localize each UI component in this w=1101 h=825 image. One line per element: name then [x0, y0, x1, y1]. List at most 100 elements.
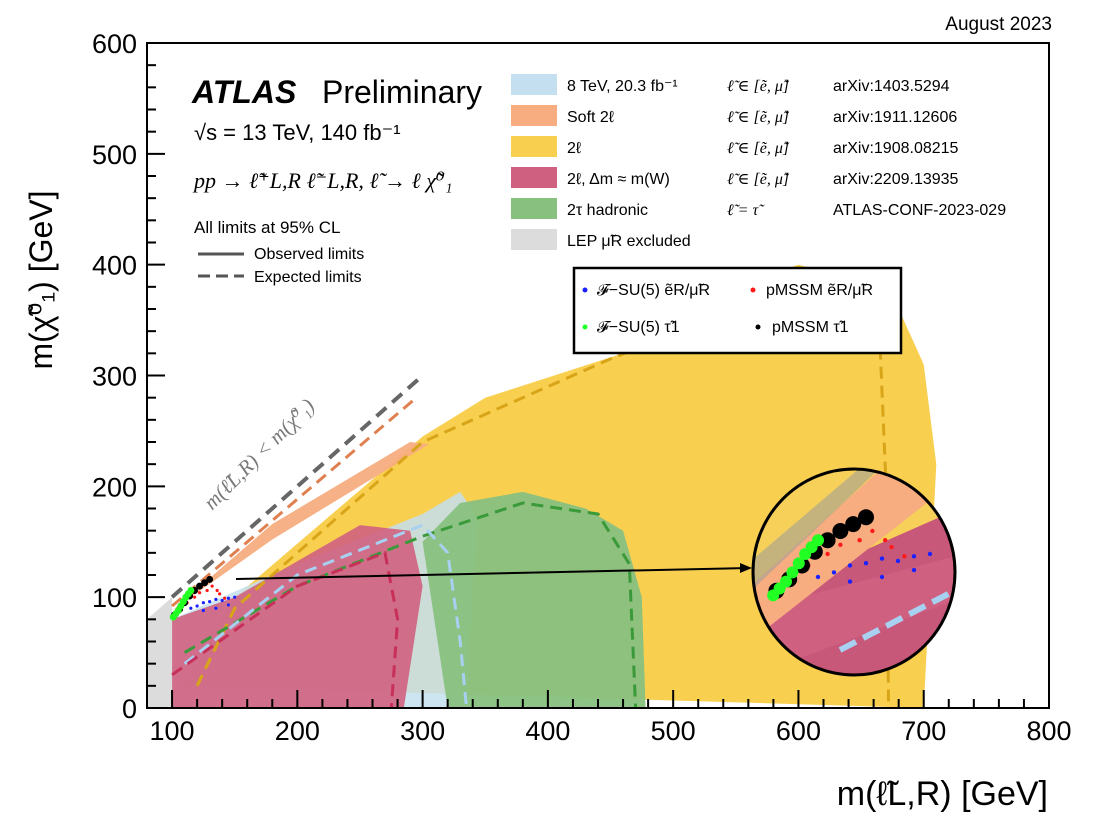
inset-point-pmssm-e — [857, 538, 862, 543]
legend-swatch — [511, 105, 557, 126]
point-pmssm-e — [193, 595, 197, 599]
point-fsu5-e — [226, 603, 231, 607]
legend-label-pmssm-tau: pMSSM τ̃1 — [772, 319, 849, 336]
expected-2l — [195, 285, 891, 708]
legend-selection: ℓ̃ ∈ [ẽ, μ̃] — [727, 171, 790, 188]
x-axis: 100 200 300 400 500 600 700 800 — [150, 690, 1072, 746]
kinematic-limit-line — [170, 374, 424, 599]
x-tick-label: 500 — [651, 716, 696, 746]
legend-series-name: 8 TeV, 20.3 fb⁻¹ — [567, 78, 678, 95]
legend-marker-fsu5-tau — [582, 324, 588, 330]
point-pmssm-e — [198, 591, 202, 595]
inset-point-fsu5-e — [895, 558, 901, 564]
legend-series-name: LEP μ̃R excluded — [567, 233, 691, 250]
fill-soft-2l — [149, 442, 429, 620]
observed-legend-label: Observed limits — [254, 246, 364, 263]
point-fsu5-tau — [187, 587, 195, 595]
point-fsu5-e — [233, 595, 237, 599]
y-tick-label: 400 — [92, 251, 137, 281]
inset-point-pmssm-tau — [858, 509, 874, 526]
zoom-arrowhead — [740, 563, 752, 573]
legend-marker-pmssm-tau — [755, 324, 761, 330]
inset-point-pmssm-e — [838, 542, 843, 547]
point-pmssm-tau — [201, 579, 209, 587]
point-pmssm-e — [215, 588, 219, 593]
legend-selection: ℓ̃ ∈ [ẽ, μ̃] — [727, 140, 790, 157]
point-fsu5-e — [208, 600, 212, 604]
point-pmssm-e — [210, 584, 214, 588]
y-axis-title: m(χ̃⁰₁) [GeV] — [23, 190, 59, 369]
legend-selection: ℓ̃ ∈ [ẽ, μ̃] — [727, 109, 790, 126]
inset-point-pmssm-tau — [819, 532, 836, 549]
inset-point-pmssm-e — [883, 538, 888, 543]
inset-point-fsu5-tau — [812, 534, 824, 547]
inset-point-pmssm-tau — [832, 523, 849, 539]
date-label: August 2023 — [945, 14, 1052, 35]
legend-marker-pmssm-e — [750, 287, 756, 293]
fill-lep — [147, 597, 173, 708]
x-tick-label: 800 — [1026, 716, 1071, 746]
inset-point-fsu5-e — [815, 574, 821, 580]
point-fsu5-e — [220, 598, 224, 603]
zoom-arrow — [235, 567, 750, 580]
legend-swatch — [511, 229, 557, 250]
y-tick-label: 600 — [92, 29, 137, 59]
atlas-label: ATLAS — [191, 74, 297, 110]
expected-8tev — [183, 523, 468, 708]
expected-dm-w — [171, 550, 400, 708]
exclusion-regions — [147, 264, 937, 708]
legend-label-pmssm-e: pMSSM ẽR/μ̃R — [766, 282, 873, 299]
legend-reference: arXiv:1403.5294 — [833, 78, 950, 95]
point-pmssm-tau — [206, 575, 214, 583]
series-legend: 8 TeV, 20.3 fb⁻¹ ℓ̃ ∈ [ẽ, μ̃] arXiv:1403.5… — [511, 74, 1006, 250]
status-label: Preliminary — [322, 74, 482, 110]
legend-series-name: 2ℓ, Δm ≈ m(W) — [567, 171, 670, 188]
inset-point-pmssm-e — [902, 554, 907, 559]
point-fsu5-e — [214, 606, 218, 610]
y-axis: 0 100 200 300 400 500 600 — [92, 29, 165, 724]
y-tick-label: 100 — [92, 583, 137, 613]
process-label: pp → ℓ̃⁺L,R ℓ̃⁻L,R, ℓ̃ → ℓ χ̃⁰₁ — [192, 168, 452, 193]
inset-point-pmssm-e — [889, 544, 894, 550]
inset-point-fsu5-e — [879, 574, 885, 580]
legend-series-name: 2τ hadronic — [567, 202, 648, 219]
legend-reference: ATLAS-CONF-2023-029 — [833, 202, 1006, 219]
inset-point-fsu5-e — [847, 563, 853, 568]
legend-reference: arXiv:1911.12606 — [833, 109, 957, 126]
y-tick-label: 0 — [122, 694, 137, 724]
point-pmssm-e — [223, 596, 227, 600]
inset-point-fsu5-e — [879, 556, 885, 561]
inset-point-pmssm-e — [870, 528, 875, 534]
point-pmssm-e — [218, 592, 222, 596]
inset-point-fsu5-e — [831, 570, 837, 575]
legend-series-name: Soft 2ℓ — [567, 109, 614, 126]
legend-swatch — [511, 198, 557, 219]
inset-point-fsu5-tau — [786, 566, 799, 579]
x-axis-title: m(ℓ̃L,R) [GeV] — [837, 775, 1048, 813]
energy-label: √s = 13 TeV, 140 fb⁻¹ — [194, 120, 401, 145]
y-tick-label: 200 — [92, 472, 137, 502]
inset-point-fsu5-e — [911, 567, 917, 573]
fill-2tau-hadronic — [422, 491, 646, 708]
x-tick-label: 300 — [400, 716, 445, 746]
expected-legend-label: Expected limits — [254, 269, 362, 286]
legend-selection: ℓ̃ ∈ [ẽ, μ̃] — [727, 78, 790, 95]
model-points — [169, 575, 237, 621]
x-tick-label: 400 — [525, 716, 570, 746]
point-pmssm-e — [205, 588, 209, 593]
inset-point-fsu5-tau — [780, 575, 792, 588]
legend-marker-fsu5-e — [582, 287, 588, 293]
legend-label-fsu5-e: 𝓕−SU(5) ẽR/μ̃R — [597, 282, 710, 299]
inset-point-fsu5-tau — [792, 557, 805, 570]
x-tick-label: 700 — [901, 716, 946, 746]
inset-point-fsu5-e — [863, 561, 869, 566]
x-tick-label: 100 — [150, 716, 195, 746]
point-fsu5-e — [195, 604, 199, 608]
legend-swatch — [511, 136, 557, 157]
legend-selection: ℓ̃ = τ̃ — [727, 202, 765, 219]
zoom-inset — [751, 467, 957, 677]
point-fsu5-e — [189, 606, 193, 610]
inset-point-fsu5-e — [911, 554, 917, 559]
legend-swatch — [511, 167, 557, 188]
